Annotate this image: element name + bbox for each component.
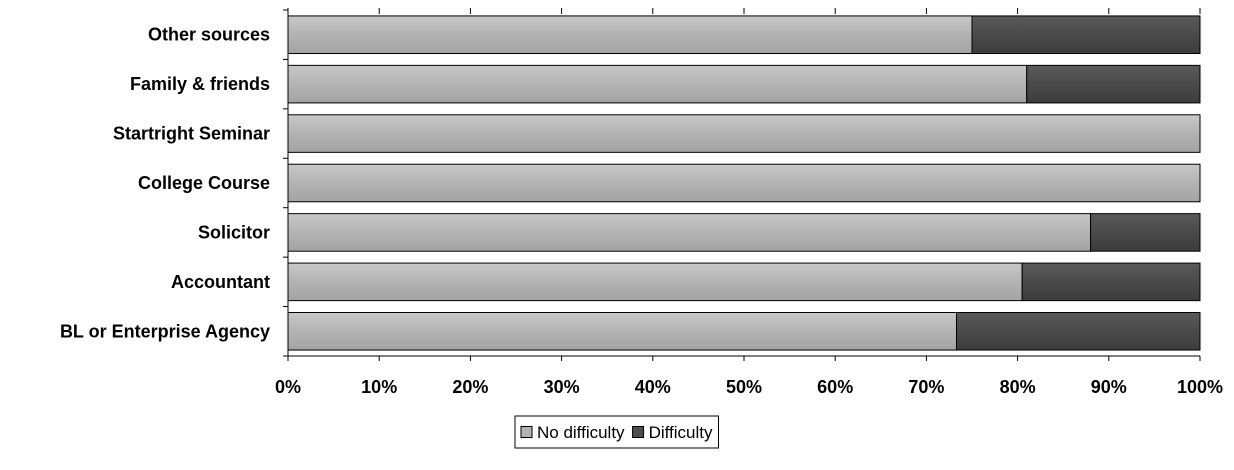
x-tick-label: 50% [726,377,762,397]
legend-label: No difficulty [537,423,625,442]
category-label: College Course [138,173,270,193]
x-tick-label: 100% [1177,377,1223,397]
x-tick-label: 90% [1091,377,1127,397]
x-tick-label: 60% [817,377,853,397]
bar-difficulty-2 [1026,64,1201,104]
bar-no-difficulty-2 [287,64,1028,104]
legend-swatch [520,426,533,438]
legend: No difficulty Difficulty [514,415,719,449]
x-tick-label: 70% [908,377,944,397]
bar-no-difficulty-1 [287,15,973,54]
bar-difficulty-7 [955,312,1201,351]
x-tick-label: 20% [452,377,488,397]
y-axis: Other sources Family & friends Startright … [60,9,289,357]
category-label: Startright Seminar [113,124,270,144]
bars-group [287,15,1201,351]
bar-difficulty-5 [1090,213,1201,252]
legend-swatch [632,426,645,438]
category-label: Solicitor [198,222,270,242]
category-label: BL or Enterprise Agency [60,321,270,341]
category-label: Family & friends [130,74,270,94]
bar-no-difficulty-4 [287,163,1201,203]
bar-difficulty-6 [1021,262,1201,302]
bar-difficulty-1 [971,15,1201,54]
x-axis: 0% 10% 20% 30% 40% 50% 60% 70% 80% 90% 100% [275,8,1223,397]
x-tick-label: 40% [635,377,671,397]
legend-label: Difficulty [649,423,713,442]
category-label: Accountant [171,272,270,292]
bar-no-difficulty-5 [287,213,1092,252]
x-tick-label: 30% [544,377,580,397]
bar-no-difficulty-6 [287,262,1023,302]
x-tick-label: 10% [361,377,397,397]
legend-box [514,415,719,449]
bar-no-difficulty-7 [287,312,957,351]
x-tick-label: 80% [1000,377,1036,397]
x-tick-label: 0% [275,377,301,397]
bar-no-difficulty-3 [287,114,1201,153]
category-label: Other sources [148,25,270,45]
